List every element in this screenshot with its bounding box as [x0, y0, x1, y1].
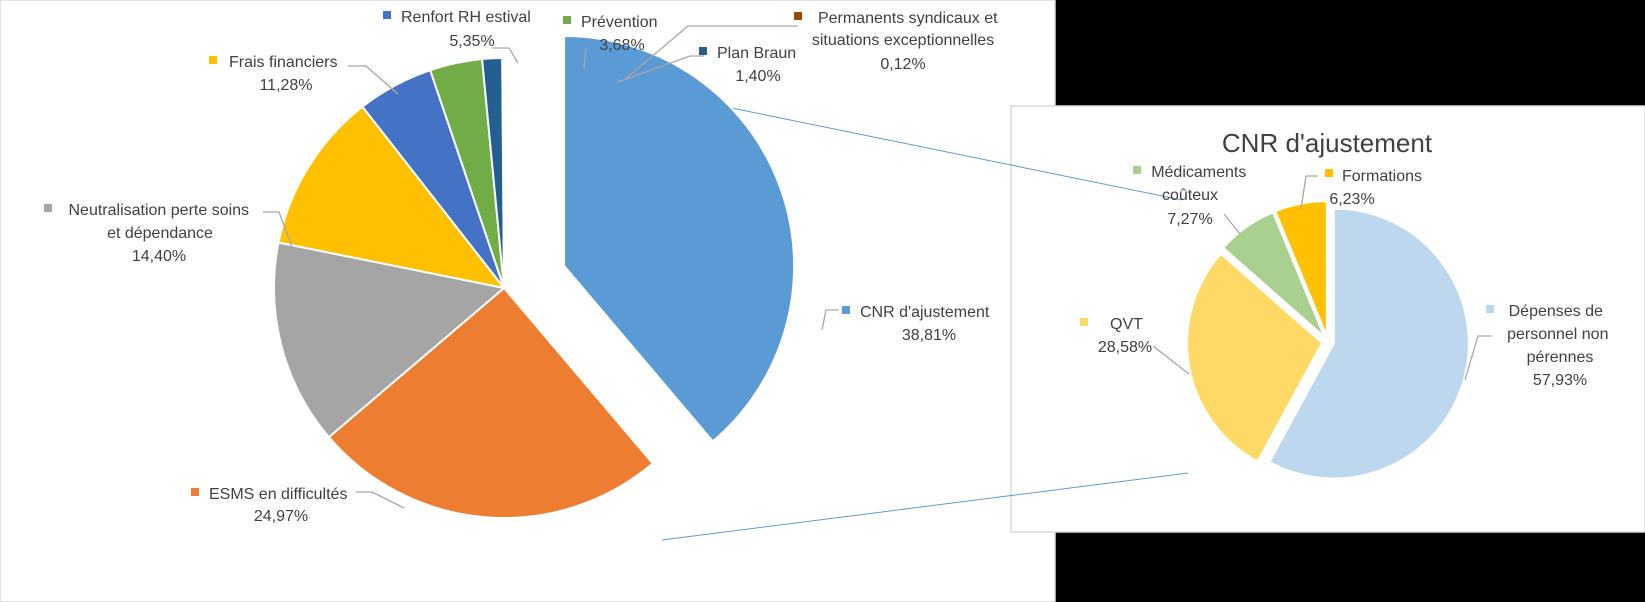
label-medicaments-line2: coûteux — [1162, 187, 1218, 204]
label-frais-name: Frais financiers — [229, 54, 337, 71]
label-plan-braun-name: Plan Braun — [717, 45, 796, 62]
legend-key-neutralisation — [44, 204, 52, 212]
label-esms-value: 24,97% — [254, 508, 308, 525]
legend-key-esms — [191, 488, 199, 496]
label-neutralisation-line2: et dépendance — [107, 225, 213, 242]
leader-depenses — [1464, 335, 1492, 381]
label-cnr-name: CNR d'ajustement — [860, 304, 990, 321]
legend-key-renfort — [383, 11, 391, 19]
label-renfort-value: 5,35% — [449, 33, 494, 50]
label-neutralisation-name: Neutralisation perte soins et dépendance — [69, 202, 254, 242]
legend-key-qvt — [1080, 318, 1088, 326]
legend-key-depenses — [1486, 305, 1494, 313]
label-medicaments-value: 7,27% — [1167, 211, 1212, 228]
legend-key-cnr — [842, 306, 850, 314]
legend-key-medicaments — [1133, 166, 1141, 174]
legend-key-permanents — [794, 12, 802, 20]
label-permanents-value: 0,12% — [880, 56, 925, 73]
slice-qvt — [1186, 252, 1324, 464]
legend-key-prevention — [563, 16, 571, 24]
label-depenses-line2: personnel non — [1507, 326, 1608, 343]
slice-frais-financiers — [277, 105, 507, 290]
legend-key-formations — [1325, 169, 1333, 177]
leader-frais — [348, 65, 399, 95]
label-prevention-value: 3,68% — [599, 37, 644, 54]
leader-prevention — [583, 47, 587, 70]
leader-cnr — [821, 309, 839, 331]
sub-leader-lines — [1152, 175, 1492, 381]
main-leader-lines — [263, 25, 839, 509]
label-permanents-line2: situations exceptionnelles — [812, 32, 994, 49]
leader-formations — [1300, 175, 1318, 210]
slice-esms-en-difficultes — [327, 286, 655, 519]
leader-esms — [356, 491, 405, 509]
label-depenses-name: Dépenses de personnel non pérennes — [1507, 303, 1613, 366]
label-depenses-line3: pérennes — [1527, 349, 1594, 366]
slice-medicaments-couteux — [1221, 211, 1326, 338]
sub-chart-title: CNR d'ajustement — [1222, 128, 1433, 158]
label-renfort-name: Renfort RH estival — [401, 9, 531, 26]
label-formations-value: 6,23% — [1329, 191, 1374, 208]
legend-key-plan-braun — [699, 47, 707, 55]
label-qvt-value: 28,58% — [1098, 339, 1152, 356]
leader-plan-braun — [617, 55, 704, 83]
leader-qvt — [1152, 345, 1190, 375]
label-cnr-value: 38,81% — [902, 327, 956, 344]
main-pie — [273, 34, 796, 519]
connector-line-top — [711, 103, 1183, 201]
label-neutralisation-line1: Neutralisation perte soins — [69, 202, 250, 219]
label-permanents-name: Permanents syndicaux et situations excep… — [812, 10, 1002, 49]
label-formations-name: Formations — [1342, 168, 1422, 185]
label-qvt-name: QVT — [1110, 316, 1143, 333]
leader-renfort — [492, 47, 519, 64]
sub-pie — [1186, 200, 1470, 480]
slice-neutralisation-perte-soins-et-dependance — [273, 241, 507, 439]
slice-formations — [1274, 200, 1328, 337]
slice-depenses-de-personnel-non-perennes — [1267, 207, 1470, 480]
legend-key-frais — [209, 56, 217, 64]
leader-neutralisation — [263, 211, 295, 253]
main-labels: Renfort RH estival 5,35% Prévention 3,68… — [44, 9, 1002, 525]
label-prevention-name: Prévention — [581, 14, 658, 31]
connector-line-bottom — [661, 472, 1189, 541]
sub-labels: Médicaments coûteux 7,27% Formations 6,2… — [1080, 164, 1613, 389]
leader-permanents — [623, 25, 798, 81]
label-permanents-line1: Permanents syndicaux et — [818, 10, 998, 27]
label-frais-value: 11,28% — [259, 77, 312, 94]
slice-permanents-syndicaux-et-situations-exceptionnelles — [501, 56, 505, 289]
label-plan-braun-value: 1,40% — [735, 68, 780, 85]
label-depenses-line1: Dépenses de — [1509, 303, 1603, 320]
leader-medicaments — [1223, 213, 1241, 235]
label-medicaments-line1: Médicaments — [1151, 164, 1246, 181]
label-depenses-value: 57,93% — [1533, 372, 1587, 389]
slice-cnr-d-ajustement — [563, 34, 796, 443]
label-esms-name: ESMS en difficultés — [209, 486, 347, 503]
label-medicaments-name: Médicaments coûteux — [1151, 164, 1251, 204]
label-neutralisation-value: 14,40% — [132, 248, 186, 265]
